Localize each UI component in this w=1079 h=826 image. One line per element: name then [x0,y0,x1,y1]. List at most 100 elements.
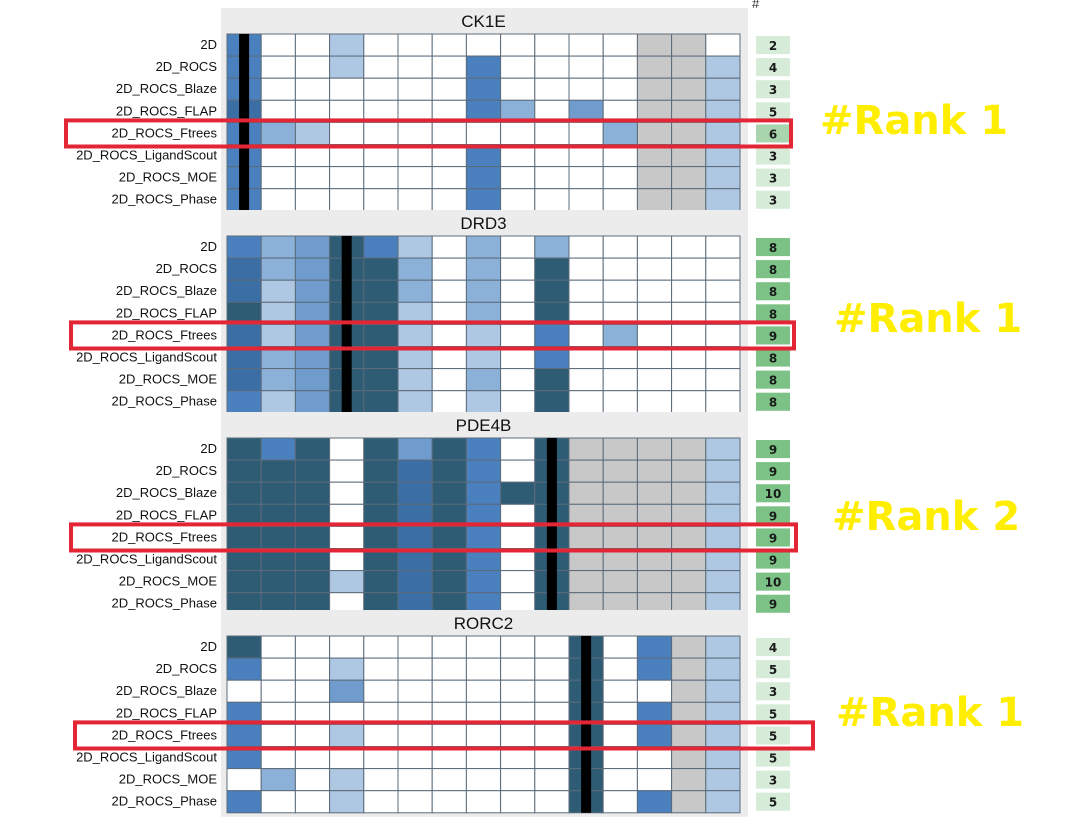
heatmap-cell [397,657,433,681]
heatmap-cell [260,166,296,190]
heatmap-cell [363,188,399,212]
heatmap-cell [397,166,433,190]
count-value: 3 [769,172,777,186]
heatmap-cell [397,481,433,505]
heatmap-cell [500,635,536,659]
heatmap-cell [397,790,433,814]
heatmap-cell [363,166,399,190]
heatmap-cell [294,257,331,281]
heatmap-cell [602,77,638,101]
heatmap-cell [329,790,365,814]
count-value: 5 [769,752,777,766]
heatmap-cell [363,77,399,101]
heatmap-cell [465,768,502,792]
heatmap-cell [465,635,502,659]
heatmap-cell [705,257,741,281]
heatmap-cell [465,166,502,190]
heatmap-cell [431,635,467,659]
heatmap-cell [500,525,536,550]
row-label: 2D_ROCS_Phase [112,394,218,409]
heatmap-cell [329,55,365,79]
heatmap-cell [431,323,467,347]
row-label: 2D_ROCS_Blaze [116,683,217,698]
heatmap-cell [636,459,673,483]
heatmap-cell [705,635,741,659]
heatmap-cell [431,679,467,703]
heatmap-cell [602,257,638,281]
row-label: 2D_ROCS_Ftrees [112,125,218,140]
count-cell [756,326,790,345]
heatmap-cell [568,368,604,392]
heatmap-cell [294,437,331,461]
rank-label: #Rank 1 [834,296,1022,342]
heatmap-cell [534,166,570,190]
heatmap-cell [568,323,604,347]
count-value: 9 [769,465,777,479]
heatmap-cell [534,33,570,57]
heatmap-cell [226,390,262,414]
heatmap-cell [397,77,433,101]
heatmap-cell [705,459,741,483]
heatmap-cell [671,635,707,659]
heatmap-cell [363,525,399,550]
heatmap-cell [636,257,673,281]
heatmap-cell [500,768,536,792]
heatmap-cell [671,657,707,681]
count-cell [756,370,790,389]
heatmap-cell [294,77,331,101]
row-label: 2D_ROCS_Ftrees [112,727,218,742]
heatmap-cell [294,33,331,57]
heatmap-cell [260,635,296,659]
heatmap-cell [465,121,502,146]
row-label: 2D_ROCS_FLAP [116,305,217,320]
heatmap-cell [602,723,638,748]
heatmap-cell [294,279,331,303]
heatmap-cell [226,257,262,281]
heatmap-cell [260,55,296,79]
heatmap-cell [500,235,536,259]
heatmap-cell [397,279,433,303]
heatmap-cell [602,33,638,57]
heatmap-cell [705,33,741,57]
heatmap-cell [431,525,467,550]
count-value: 3 [769,83,777,97]
heatmap-cell [602,657,638,681]
heatmap-cell [329,570,365,594]
count-cell [756,102,790,121]
heatmap-cell [602,437,638,461]
count-value: 3 [769,150,777,164]
heatmap-cell [294,166,331,190]
heatmap-cell [500,723,536,748]
heatmap-cell [602,679,638,703]
heatmap-cell [431,390,467,414]
highlight-box [64,118,793,149]
heatmap-cell [671,121,707,146]
count-cell [756,726,790,745]
heatmap-cell [465,790,502,814]
count-cell [756,506,790,525]
row-label: 2D_ROCS_LigandScout [76,750,217,765]
heatmap-cell [602,790,638,814]
heatmap-cell [294,481,331,505]
heatmap-cell [534,635,570,659]
heatmap-cell [363,570,399,594]
heatmap-cell [363,55,399,79]
heatmap-cell [397,188,433,212]
heatmap-cell [602,525,638,550]
heatmap-cell [431,121,467,146]
heatmap-cell [705,525,741,550]
heatmap-cell [260,235,296,259]
heatmap-cell [500,121,536,146]
heatmap-cell [363,635,399,659]
heatmap-cell [260,279,296,303]
heatmap-cell [465,368,502,392]
heatmap-cell [397,635,433,659]
heatmap-cell [534,257,570,281]
heatmap-cell [568,121,604,146]
rank-label: #Rank 1 [836,690,1024,736]
count-value: 5 [769,105,777,119]
heatmap-cell [602,323,638,347]
heatmap-cell [329,525,365,550]
heatmap-cell [294,390,331,414]
heatmap-cell [534,768,570,792]
